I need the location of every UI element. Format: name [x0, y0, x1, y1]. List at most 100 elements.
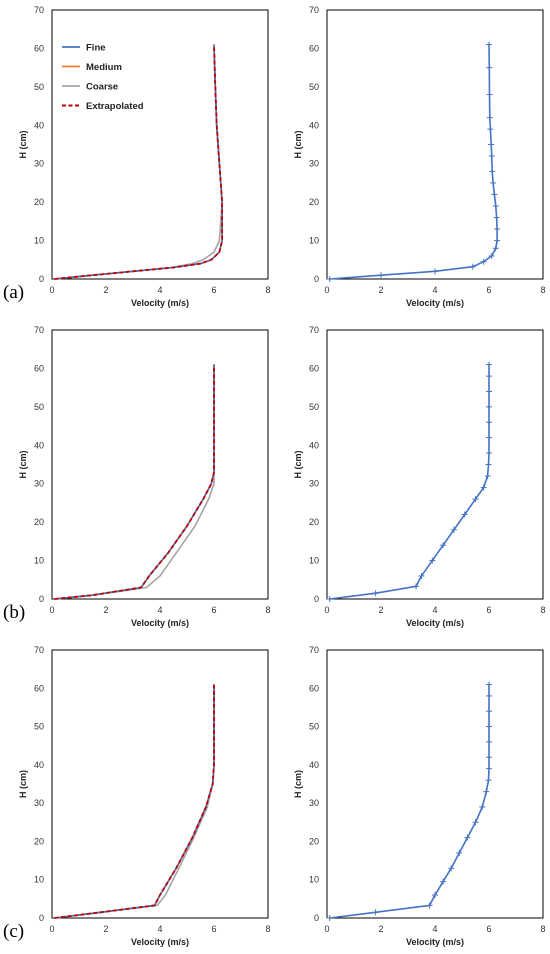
y-tick-label: 0 — [39, 594, 44, 604]
x-axis-label: Velocity (m/s) — [131, 298, 189, 308]
x-tick-label: 0 — [324, 285, 329, 295]
x-axis-label: Velocity (m/s) — [131, 937, 189, 947]
y-tick-label: 70 — [309, 645, 319, 655]
x-tick-label: 8 — [265, 285, 270, 295]
x-tick-label: 4 — [157, 285, 162, 295]
series-line-medium — [54, 44, 223, 280]
panel-label: (a) — [3, 282, 24, 303]
y-tick-label: 50 — [34, 722, 44, 732]
x-tick-label: 4 — [432, 605, 437, 615]
x-axis-label: Velocity (m/s) — [406, 618, 464, 628]
x-tick-label: 8 — [540, 605, 545, 615]
x-tick-label: 6 — [211, 924, 216, 934]
x-axis-label: Velocity (m/s) — [406, 937, 464, 947]
y-tick-label: 70 — [309, 5, 319, 15]
y-tick-label: 0 — [314, 594, 319, 604]
x-tick-label: 6 — [486, 924, 491, 934]
chart-panel-2: 0 2 4 6 8 0 10 20 30 40 50 60 70 Velocity (m/s) H (cm) — [293, 5, 546, 308]
y-tick-label: 20 — [309, 836, 319, 846]
y-axis-label: H (cm) — [293, 450, 303, 478]
y-tick-label: 60 — [309, 683, 319, 693]
x-tick-label: 8 — [540, 924, 545, 934]
x-tick-label: 2 — [378, 924, 383, 934]
series-line-coarse — [54, 364, 215, 600]
y-tick-label: 0 — [314, 913, 319, 923]
y-tick-label: 70 — [309, 325, 319, 335]
y-tick-label: 60 — [34, 683, 44, 693]
panel-label: (b) — [3, 602, 25, 623]
y-tick-label: 70 — [34, 645, 44, 655]
legend-label-medium: Medium — [86, 62, 122, 73]
series-line-fine — [329, 364, 490, 600]
y-axis-label: H (cm) — [18, 770, 28, 798]
y-tick-label: 10 — [309, 875, 319, 885]
series-line-extrapolated — [54, 364, 215, 600]
y-tick-label: 50 — [309, 82, 319, 92]
y-tick-label: 20 — [34, 197, 44, 207]
x-tick-label: 2 — [103, 605, 108, 615]
y-tick-label: 40 — [34, 760, 44, 770]
y-tick-label: 10 — [34, 556, 44, 566]
x-tick-label: 4 — [157, 605, 162, 615]
x-tick-label: 2 — [103, 924, 108, 934]
series-line-fine — [329, 44, 498, 280]
y-tick-label: 0 — [39, 274, 44, 284]
series-line-fine — [54, 684, 215, 919]
y-tick-label: 70 — [34, 325, 44, 335]
legend-label-coarse: Coarse — [86, 82, 118, 93]
y-tick-label: 50 — [309, 402, 319, 412]
y-tick-label: 30 — [34, 798, 44, 808]
panel-label: (c) — [3, 921, 24, 942]
x-tick-label: 2 — [378, 285, 383, 295]
chart-panel-5: 0 2 4 6 8 0 10 20 30 40 50 60 70 Velocity (m/s) H (cm)… — [3, 645, 271, 947]
x-tick-label: 6 — [211, 285, 216, 295]
y-tick-label: 20 — [309, 197, 319, 207]
x-tick-label: 4 — [432, 924, 437, 934]
y-tick-label: 40 — [309, 760, 319, 770]
y-tick-label: 10 — [309, 556, 319, 566]
x-tick-label: 4 — [432, 285, 437, 295]
x-tick-label: 0 — [49, 605, 54, 615]
y-tick-label: 20 — [34, 836, 44, 846]
x-tick-label: 6 — [211, 605, 216, 615]
series-line-fine — [54, 44, 223, 280]
y-axis-label: H (cm) — [18, 130, 28, 158]
x-tick-label: 8 — [265, 924, 270, 934]
y-axis-label: H (cm) — [18, 450, 28, 478]
series-line-fine — [329, 684, 490, 919]
plot-frame — [51, 9, 269, 280]
series-line-extrapolated — [54, 684, 215, 919]
y-tick-label: 30 — [34, 479, 44, 489]
y-tick-label: 0 — [39, 913, 44, 923]
y-tick-label: 70 — [34, 5, 44, 15]
x-tick-label: 4 — [157, 924, 162, 934]
x-axis-label: Velocity (m/s) — [131, 618, 189, 628]
y-tick-label: 60 — [309, 43, 319, 53]
y-tick-label: 40 — [309, 120, 319, 130]
series-line-fine — [54, 364, 215, 600]
x-tick-label: 6 — [486, 605, 491, 615]
x-tick-label: 6 — [486, 285, 491, 295]
chart-panel-3: 0 2 4 6 8 0 10 20 30 40 50 60 70 Velocity (m/s) H (cm)… — [3, 325, 271, 628]
y-tick-label: 60 — [34, 43, 44, 53]
chart-panel-4: 0 2 4 6 8 0 10 20 30 40 50 60 70 Velocity (m/s) H (cm) — [293, 325, 546, 628]
y-tick-label: 10 — [34, 236, 44, 246]
y-axis-label: H (cm) — [293, 770, 303, 798]
x-axis-label: Velocity (m/s) — [406, 298, 464, 308]
y-tick-label: 30 — [34, 159, 44, 169]
y-tick-label: 30 — [309, 159, 319, 169]
chart-panel-6: 0 2 4 6 8 0 10 20 30 40 50 60 70 Velocity (m/s) H (cm) — [293, 645, 546, 947]
y-tick-label: 40 — [309, 440, 319, 450]
plot-frame — [51, 329, 269, 600]
legend-label-extrapolated: Extrapolated — [86, 101, 144, 112]
y-tick-label: 50 — [34, 402, 44, 412]
chart-panel-1: 0 2 4 6 8 0 10 20 30 40 50 60 70 Velocity (m/s) H (cm)… — [3, 5, 271, 308]
x-tick-label: 8 — [265, 605, 270, 615]
y-axis-label: H (cm) — [293, 130, 303, 158]
legend-label-fine: Fine — [86, 43, 106, 54]
x-tick-label: 8 — [540, 285, 545, 295]
x-tick-label: 2 — [378, 605, 383, 615]
y-tick-label: 30 — [309, 798, 319, 808]
series-line-medium — [54, 684, 215, 919]
